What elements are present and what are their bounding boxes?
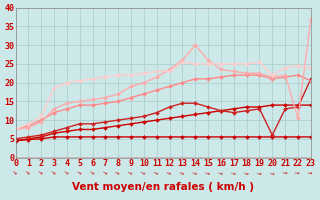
- Text: ↓: ↓: [115, 169, 122, 176]
- Text: ↓: ↓: [205, 169, 211, 175]
- Text: ↓: ↓: [282, 169, 288, 175]
- Text: ↓: ↓: [231, 169, 237, 175]
- X-axis label: Vent moyen/en rafales ( km/h ): Vent moyen/en rafales ( km/h ): [72, 182, 254, 192]
- Text: ↓: ↓: [166, 169, 173, 176]
- Text: ↓: ↓: [192, 169, 198, 175]
- Text: ↓: ↓: [308, 169, 314, 174]
- Text: ↓: ↓: [140, 169, 148, 176]
- Text: ↓: ↓: [153, 169, 160, 176]
- Text: ↓: ↓: [12, 169, 19, 176]
- Text: ↓: ↓: [244, 169, 250, 175]
- Text: ↓: ↓: [25, 169, 32, 176]
- Text: ↓: ↓: [179, 169, 186, 175]
- Text: ↓: ↓: [89, 169, 96, 176]
- Text: ↓: ↓: [63, 169, 70, 176]
- Text: ↓: ↓: [38, 169, 45, 176]
- Text: ↓: ↓: [51, 169, 58, 176]
- Text: ↓: ↓: [128, 169, 135, 176]
- Text: ↓: ↓: [257, 169, 262, 175]
- Text: ↓: ↓: [76, 169, 83, 176]
- Text: ↓: ↓: [295, 169, 301, 174]
- Text: ↓: ↓: [102, 169, 109, 176]
- Text: ↓: ↓: [218, 169, 224, 175]
- Text: ↓: ↓: [269, 169, 275, 175]
